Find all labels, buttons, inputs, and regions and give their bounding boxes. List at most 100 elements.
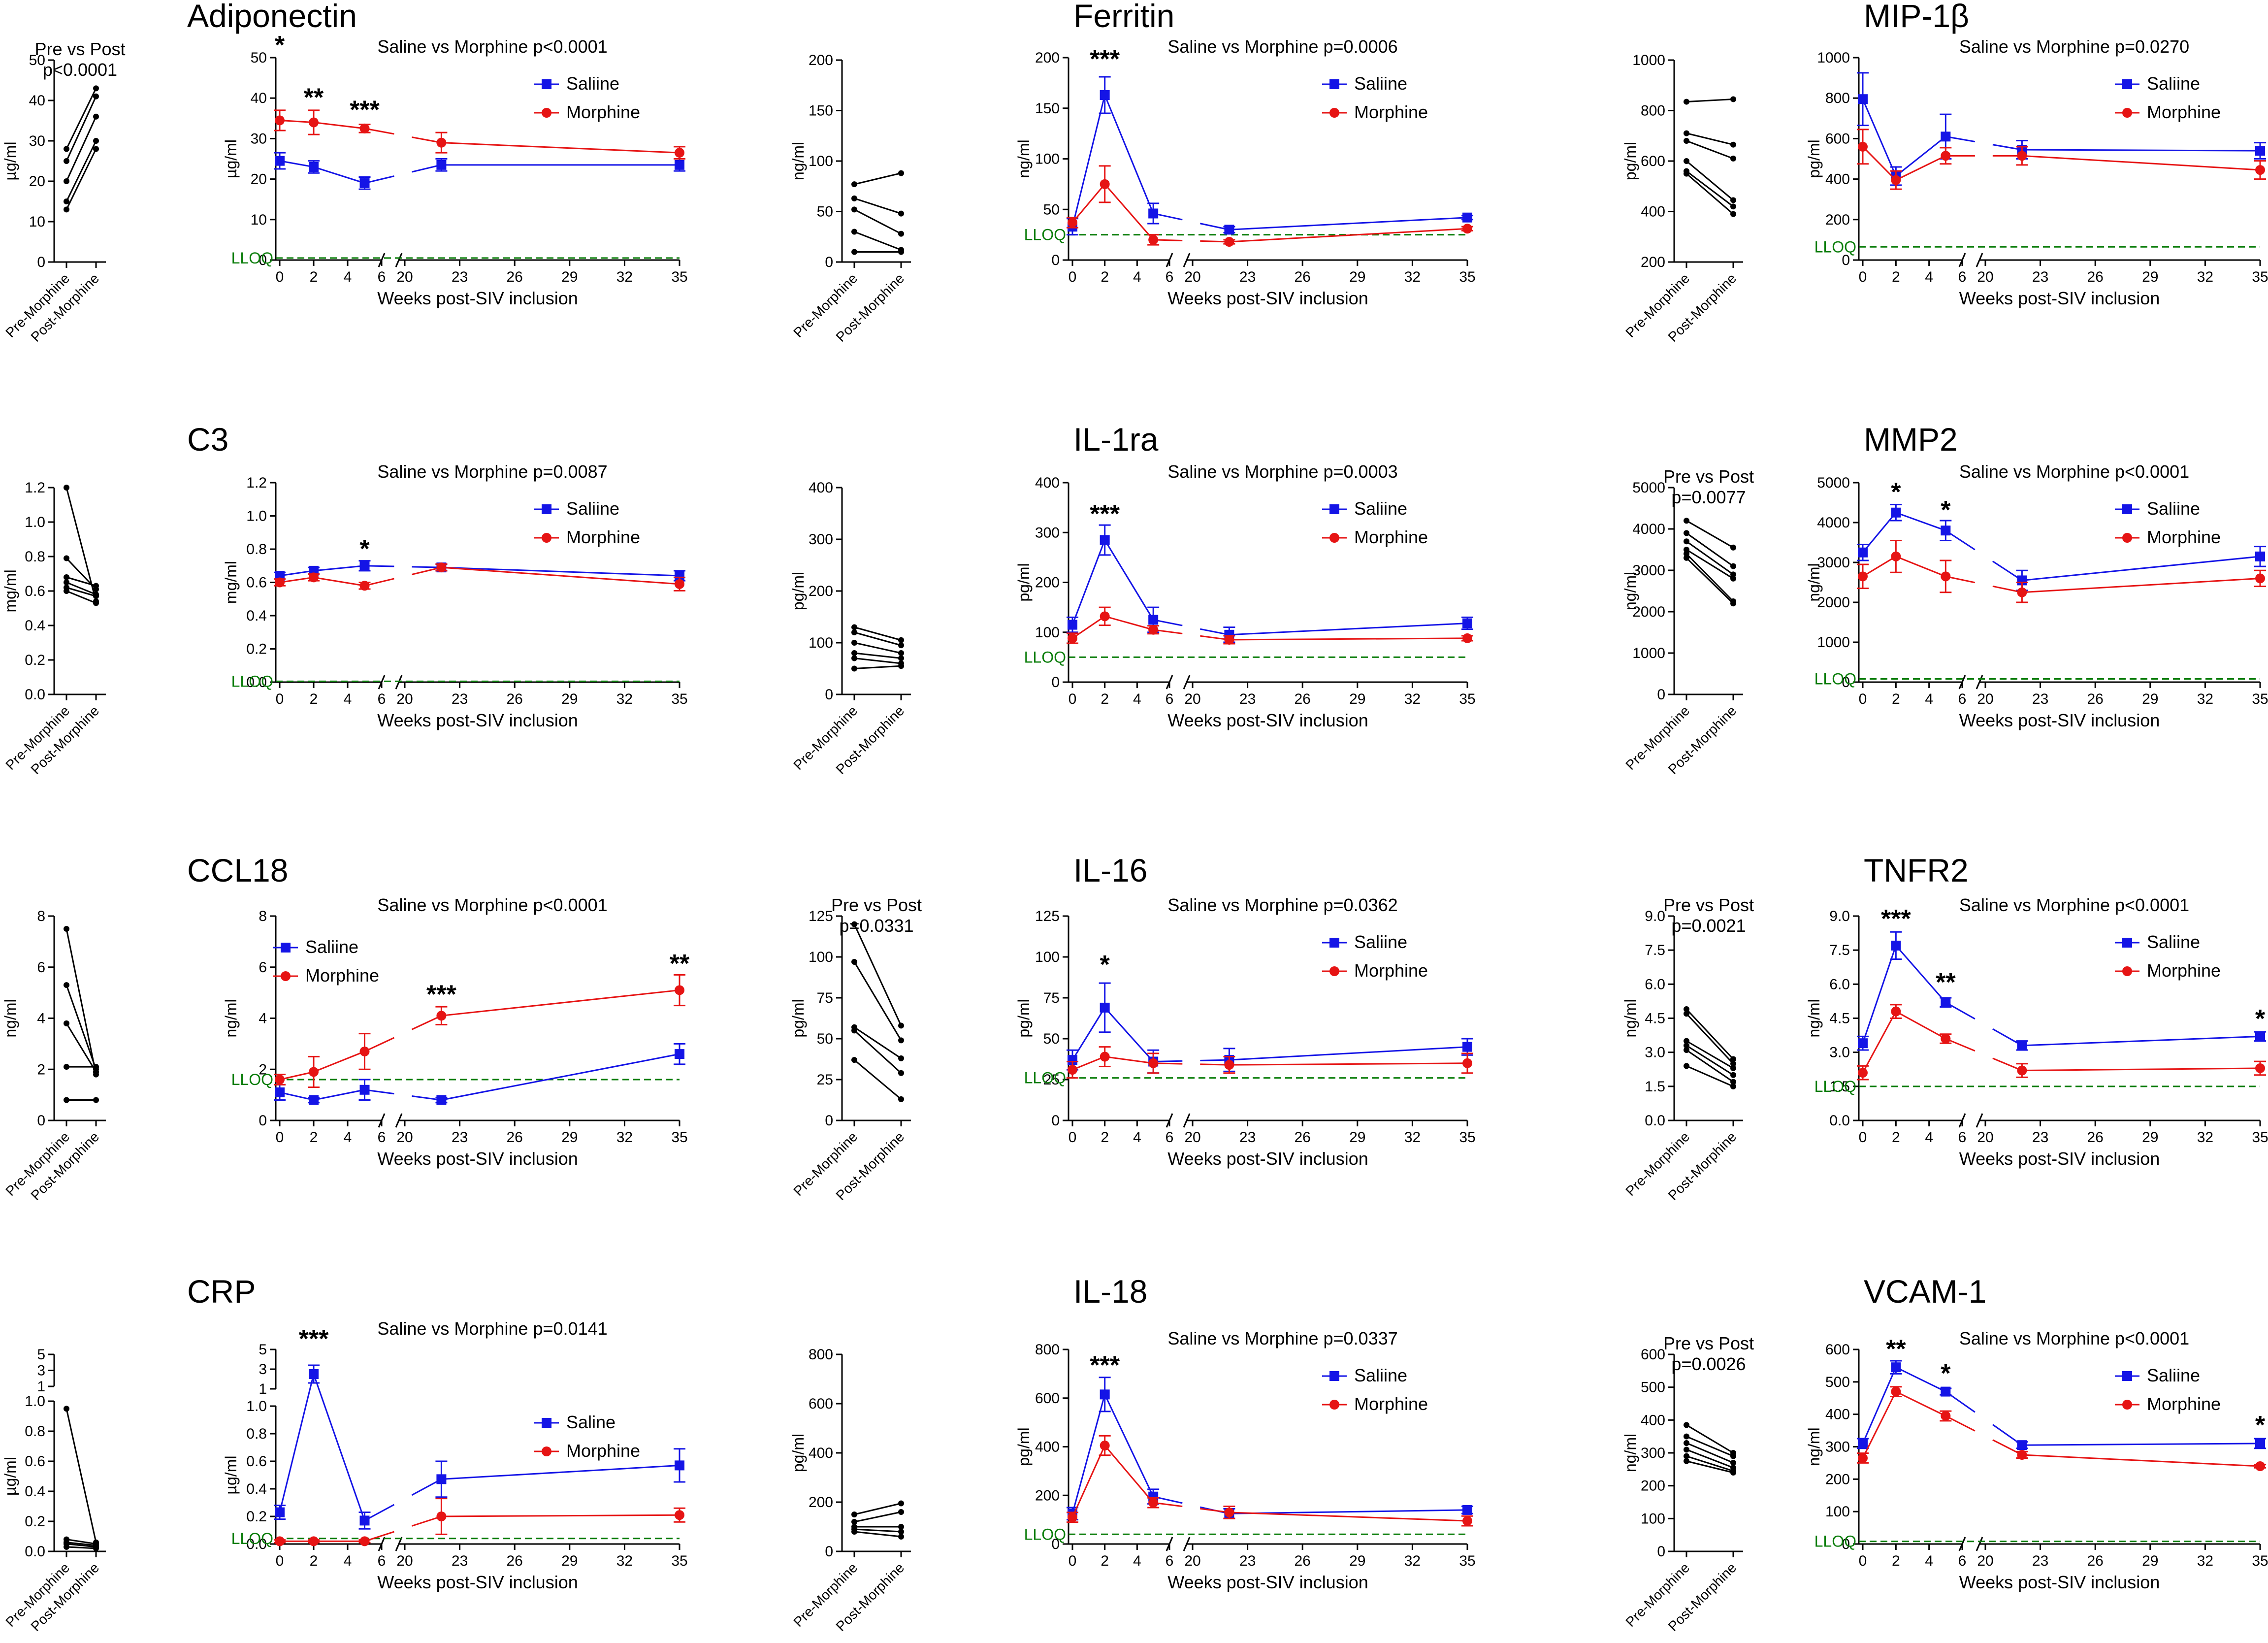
paired-y-tick-label: 7.5 bbox=[1645, 942, 1665, 958]
paired-point-post bbox=[1730, 1056, 1736, 1062]
data-point-morphine bbox=[1462, 1516, 1472, 1526]
legend-marker-morphine bbox=[2122, 1400, 2132, 1410]
paired-stat-label: Pre vs Post bbox=[1663, 1333, 1754, 1353]
y-tick-label: 50 bbox=[1043, 201, 1060, 218]
data-point-morphine bbox=[1224, 237, 1234, 247]
paired-point-post bbox=[898, 650, 904, 656]
paired-point-pre bbox=[851, 1519, 857, 1525]
y-axis-label: ng/ml bbox=[1805, 563, 1823, 601]
series-line bbox=[1229, 1046, 1468, 1061]
x-tick-label: 35 bbox=[2252, 269, 2268, 285]
data-point-saline bbox=[1891, 940, 1901, 951]
paired-point-post bbox=[1730, 544, 1736, 551]
x-axis-label: Weeks post-SIV inclusion bbox=[1167, 710, 1368, 730]
paired-point-pre bbox=[1684, 1042, 1689, 1049]
x-tick-label: 26 bbox=[507, 269, 523, 285]
series-line bbox=[1945, 1038, 1976, 1052]
paired-point-pre bbox=[851, 629, 857, 635]
paired-point-post bbox=[898, 642, 904, 649]
paired-point-post bbox=[898, 1524, 904, 1530]
paired-y-tick-label: 1.0 bbox=[25, 514, 45, 530]
x-tick-label: 29 bbox=[561, 1129, 578, 1146]
series-line bbox=[1945, 1415, 1976, 1432]
x-tick-label: 35 bbox=[1459, 691, 1475, 707]
data-point-morphine bbox=[275, 577, 285, 588]
data-point-morphine bbox=[1148, 1058, 1159, 1068]
data-point-morphine bbox=[675, 148, 684, 158]
paired-y-tick-label: 100 bbox=[809, 153, 833, 169]
paired-point-post bbox=[1730, 600, 1736, 607]
data-point-morphine bbox=[2017, 587, 2027, 597]
paired-line bbox=[854, 1026, 902, 1059]
legend-marker-morphine bbox=[1329, 533, 1339, 543]
legend-marker-saline bbox=[542, 504, 551, 514]
series-morphine: Morphine bbox=[1857, 102, 2266, 190]
y-tick-label: 6.0 bbox=[1829, 976, 1850, 992]
paired-y-tick-label: 300 bbox=[809, 531, 833, 548]
significance-mark: *** bbox=[299, 1325, 329, 1353]
panel-mmp2: 010002000300040005000ng/mlPre-MorphinePo… bbox=[1621, 421, 2268, 777]
y-tick-label: 400 bbox=[1035, 475, 1060, 491]
x-tick-label: 32 bbox=[1404, 269, 1421, 285]
paired-line bbox=[1686, 532, 1734, 567]
x-tick-label: 29 bbox=[2142, 691, 2158, 707]
series-line bbox=[441, 1053, 680, 1101]
y-tick-label: 300 bbox=[1825, 1439, 1850, 1455]
paired-y-tick-label: 4.5 bbox=[1645, 1011, 1665, 1027]
paired-line bbox=[65, 985, 97, 1070]
paired-line bbox=[854, 652, 902, 659]
significance-mark: *** bbox=[426, 980, 456, 1009]
series-saliine: Saliine bbox=[1067, 1365, 1473, 1521]
legend-label: Morphine bbox=[566, 102, 640, 122]
x-tick-label: 6 bbox=[1166, 1553, 1174, 1569]
data-point-morphine bbox=[1858, 141, 1868, 152]
data-point-saline bbox=[436, 160, 447, 170]
data-point-saline bbox=[1100, 1389, 1110, 1400]
data-point-saline bbox=[1100, 1002, 1110, 1013]
x-tick-label: 0 bbox=[1069, 1129, 1077, 1146]
data-point-morphine bbox=[2255, 1461, 2265, 1471]
paired-y-label: pg/ml bbox=[789, 572, 807, 610]
x-axis-label: Weeks post-SIV inclusion bbox=[1959, 710, 2160, 730]
data-point-saline bbox=[675, 160, 684, 170]
paired-point-pre bbox=[1684, 530, 1689, 536]
paired-point-pre bbox=[64, 982, 69, 988]
panel-title: IL-16 bbox=[1073, 852, 1147, 888]
paired-point-pre bbox=[1684, 1446, 1689, 1453]
x-tick-label: 6 bbox=[1958, 269, 1967, 285]
x-tick-label: 23 bbox=[2032, 1553, 2048, 1569]
x-tick-label: 20 bbox=[1184, 691, 1200, 707]
legend-label: Saliine bbox=[1354, 932, 1407, 952]
paired-point-pre bbox=[1684, 158, 1689, 164]
y-tick-label: 0 bbox=[1842, 674, 1850, 690]
x-axis-label: Weeks post-SIV inclusion bbox=[377, 710, 578, 730]
y-tick-label: 100 bbox=[1035, 624, 1060, 641]
series-line bbox=[1862, 556, 1946, 577]
paired-plot: 0.00.20.40.60.81.0135µg/mlPre-MorphinePo… bbox=[1, 1347, 106, 1634]
series-line bbox=[2022, 155, 2261, 171]
paired-y-tick-label: 1000 bbox=[1632, 645, 1665, 661]
data-point-morphine bbox=[436, 562, 447, 573]
data-point-morphine bbox=[1148, 234, 1159, 245]
legend-label: Morphine bbox=[1354, 527, 1428, 547]
paired-y-tick-label: 0.4 bbox=[25, 618, 45, 634]
data-point-morphine bbox=[2255, 165, 2265, 175]
paired-line bbox=[854, 1531, 902, 1538]
paired-plot: 010002000300040005000ng/mlPre-MorphinePo… bbox=[1621, 466, 1754, 777]
data-point-morphine bbox=[1224, 634, 1234, 645]
data-point-morphine bbox=[359, 123, 370, 133]
paired-y-tick-label: 600 bbox=[1641, 1347, 1665, 1363]
paired-point-pre bbox=[851, 1529, 857, 1535]
data-point-saline bbox=[1858, 547, 1868, 558]
paired-stat-pvalue: p=0.0331 bbox=[839, 916, 913, 936]
paired-y-tick-label: 50 bbox=[817, 1031, 833, 1047]
data-point-saline bbox=[1148, 615, 1159, 625]
y-tick-label: 50 bbox=[251, 50, 267, 66]
paired-y-tick-label: 20 bbox=[29, 173, 45, 190]
panel-title: Ferritin bbox=[1073, 0, 1174, 34]
y-tick-label: 0.2 bbox=[246, 1509, 267, 1525]
paired-point-pre bbox=[64, 579, 69, 586]
paired-plot: 0200400600800pg/mlPre-MorphinePost-Morph… bbox=[789, 1347, 911, 1634]
x-tick-label: 6 bbox=[1166, 1129, 1174, 1146]
data-point-saline bbox=[1941, 526, 1951, 536]
